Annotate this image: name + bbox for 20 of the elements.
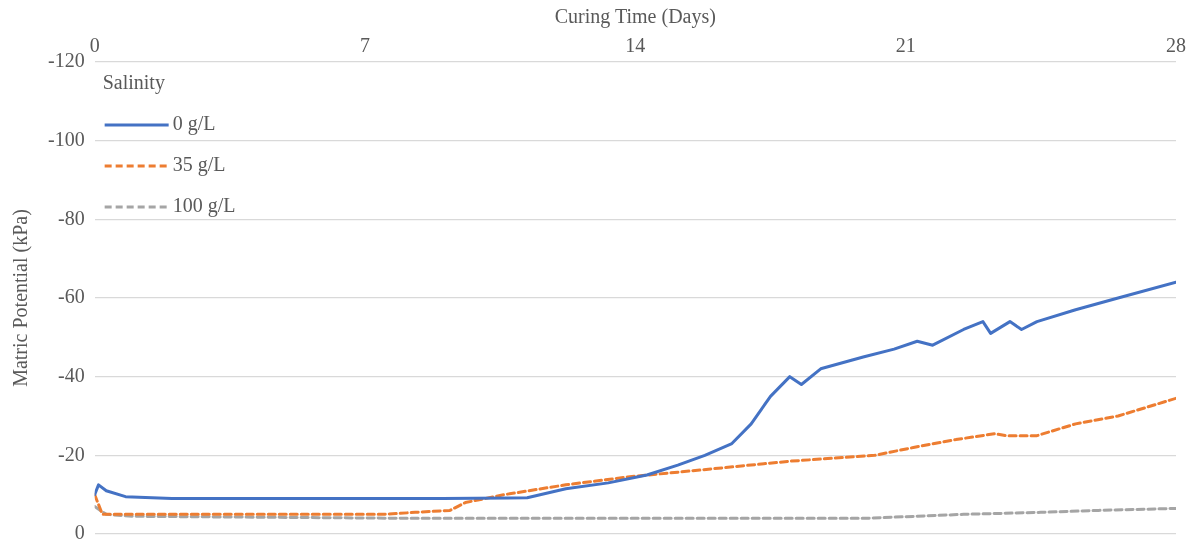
y-tick-label: -120 (47, 49, 85, 72)
y-tick-label: -80 (57, 206, 85, 229)
x-tick-label: 7 (360, 34, 370, 57)
legend-title: Salinity (102, 71, 165, 95)
legend-label: 35 g/L (172, 153, 226, 177)
legend-label: 100 g/L (172, 194, 236, 218)
x-tick-label: 14 (625, 34, 646, 57)
y-tick-label: -40 (57, 363, 85, 386)
x-tick-label: 28 (1166, 34, 1186, 57)
y-tick-label: -60 (57, 285, 85, 308)
x-axis-title: Curing Time (Days) (554, 5, 716, 29)
legend-label: 0 g/L (172, 112, 216, 136)
y-tick-label: -20 (57, 442, 85, 465)
y-tick-label: 0 (74, 521, 85, 544)
y-axis-title: Matric Potential (kPa) (9, 209, 33, 387)
x-tick-label: 21 (895, 34, 916, 57)
y-tick-label: -100 (47, 127, 85, 150)
x-tick-label: 0 (89, 34, 100, 57)
line-series (94, 396, 1176, 516)
line-series (94, 504, 1176, 520)
